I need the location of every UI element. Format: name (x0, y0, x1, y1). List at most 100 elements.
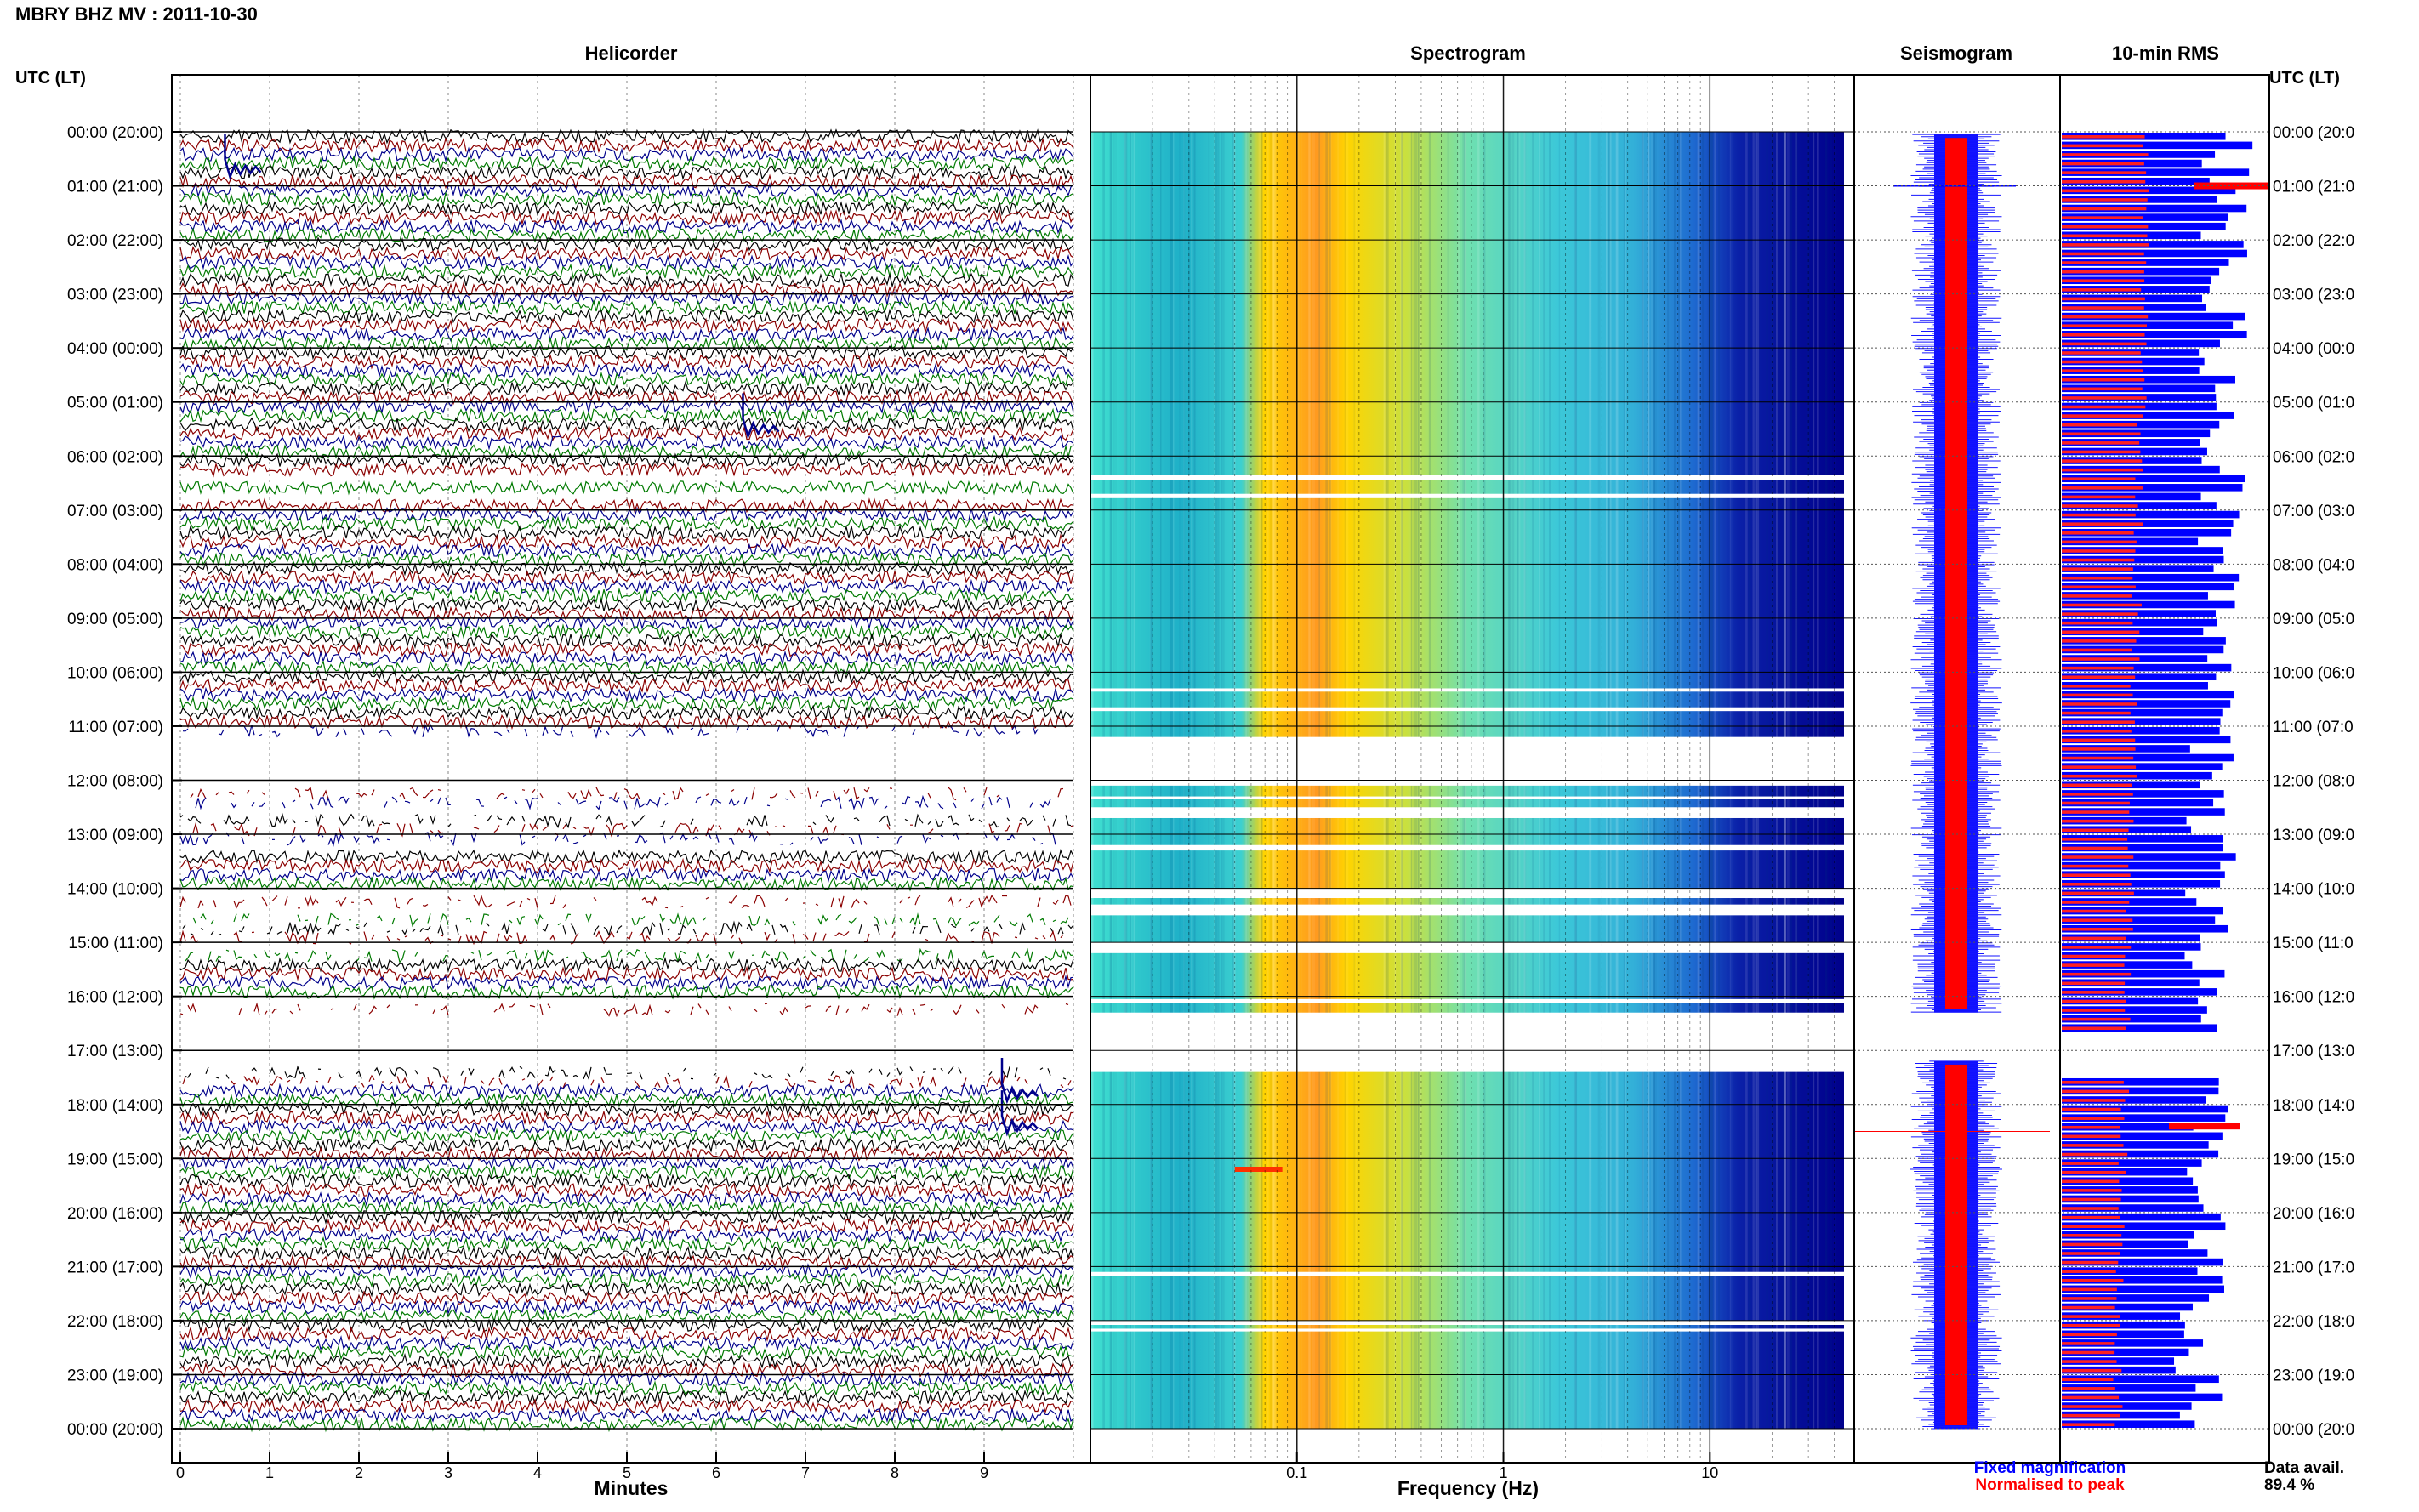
rms-bar-normalised (2062, 801, 2130, 805)
rms-bar-fixed (2062, 1249, 2208, 1257)
rms-bar-normalised (2062, 864, 2129, 868)
rms-bar-fixed (2062, 1393, 2223, 1401)
rms-bar-fixed (2062, 583, 2234, 591)
rms-bar-normalised (2062, 297, 2145, 301)
rms-bar-fixed (2062, 1303, 2193, 1311)
rms-peak-marker (2169, 1123, 2240, 1130)
helicorder-event-spike (224, 134, 262, 180)
rms-bar-normalised (2062, 567, 2133, 571)
rms-bar-fixed (2062, 412, 2234, 419)
rms-bar-fixed (2062, 168, 2250, 176)
rms-bar-normalised (2062, 396, 2147, 400)
minute-tick-label: 2 (355, 1464, 363, 1481)
rms-bar-fixed (2062, 1411, 2180, 1419)
time-tick-label-left: 04:00 (00:00) (67, 340, 163, 358)
minute-tick-label: 0 (176, 1464, 185, 1481)
rms-bar-normalised (2062, 1323, 2120, 1327)
rms-bar-fixed (2062, 213, 2228, 221)
rms-bar-normalised (2062, 1252, 2120, 1255)
rms-bar-normalised (2062, 901, 2130, 904)
rms-bar-fixed (2062, 610, 2216, 617)
rms-bar-fixed (2062, 330, 2247, 338)
rms-bar-normalised (2062, 333, 2145, 337)
rms-bar-fixed (2062, 961, 2193, 969)
rms-bar-normalised (2062, 468, 2143, 472)
rms-bar-fixed (2062, 1258, 2223, 1266)
rms-bar-fixed (2062, 835, 2223, 843)
spectrogram-gap (1090, 796, 1845, 799)
rms-bar-normalised (2062, 369, 2143, 372)
rms-bar-fixed (2062, 1096, 2207, 1104)
rms-bar-normalised (2062, 1315, 2120, 1318)
rms-bar-normalised (2062, 1333, 2117, 1337)
time-tick-label-left: 12:00 (08:00) (67, 773, 163, 791)
rms-bar-normalised (2062, 1305, 2115, 1310)
rms-bar-normalised (2062, 747, 2136, 751)
rms-bar-fixed (2062, 555, 2224, 564)
rms-title: 10-min RMS (2112, 43, 2219, 64)
spectrogram-gap (1090, 807, 1845, 818)
rms-bar-fixed (2062, 241, 2244, 248)
rms-bar-normalised (2062, 216, 2143, 219)
helicorder-trace-line (179, 1326, 1074, 1343)
time-tick-label-left: 15:00 (11:00) (68, 935, 163, 952)
rms-bar-normalised (2062, 612, 2138, 616)
rms-bar-normalised (2062, 198, 2148, 202)
rms-bar-fixed (2062, 312, 2245, 321)
time-tick-label-right: 00:00 (20:0 (2273, 1421, 2354, 1439)
spectrogram-gap (1090, 736, 1845, 786)
helicorder-trace-line (179, 480, 1074, 496)
helicorder-trace-line (179, 1136, 1074, 1153)
rms-bar-normalised (2062, 1368, 2122, 1373)
rms-bar-fixed (2062, 520, 2234, 527)
rms-bar-normalised (2062, 450, 2141, 454)
rms-bar-fixed (2062, 700, 2231, 708)
rms-bar-fixed (2062, 1077, 2219, 1086)
rms-bar-normalised (2062, 1270, 2116, 1273)
rms-bar-normalised (2062, 1297, 2117, 1300)
helicorder-trace-line (179, 623, 1074, 640)
rms-bar-normalised (2062, 324, 2147, 327)
rms-bar-normalised (2062, 549, 2136, 553)
rms-bar-fixed (2062, 1348, 2189, 1356)
time-tick-label-right: 18:00 (14:0 (2273, 1097, 2354, 1115)
spectrogram-gap (1090, 1012, 1845, 1072)
left-axis-title: UTC (LT) (15, 69, 86, 88)
rms-bar-fixed (2062, 1177, 2194, 1185)
rms-bar-fixed (2062, 916, 2216, 924)
rms-bar-normalised (2062, 1197, 2121, 1202)
rms-bar-normalised (2062, 522, 2143, 526)
rms-bar-normalised (2062, 207, 2147, 211)
rms-bar-normalised (2062, 972, 2132, 976)
rms-bar-fixed (2062, 502, 2217, 509)
rms-bar-fixed (2062, 1213, 2221, 1221)
helicorder-trace-line (185, 947, 1074, 963)
rms-bar-normalised (2062, 685, 2131, 688)
grid-lines (179, 75, 2269, 1463)
rms-bar-normalised (2062, 1009, 2126, 1012)
rms-bar-normalised (2062, 504, 2138, 508)
time-tick-label-left: 13:00 (09:00) (67, 827, 163, 844)
rms-bar-fixed (2062, 592, 2208, 600)
time-tick-label-left: 07:00 (03:00) (67, 503, 163, 520)
rms-bar-normalised (2062, 342, 2147, 346)
rms-bar-fixed (2062, 988, 2217, 996)
rms-bar-normalised (2062, 1350, 2115, 1355)
time-tick-label-left: 16:00 (12:00) (67, 989, 163, 1007)
rms-bar-normalised (2062, 1225, 2125, 1229)
rms-bar-fixed (2062, 645, 2224, 654)
helicorder-trace-line (179, 344, 1074, 361)
rms-bar-normalised (2062, 261, 2147, 264)
rms-bar-fixed (2062, 763, 2223, 770)
rms-bar-fixed (2062, 600, 2235, 609)
rms-bar-fixed (2062, 1384, 2196, 1392)
rms-bar-normalised (2062, 720, 2135, 724)
rms-bar-fixed (2062, 799, 2214, 807)
rms-bar-normalised (2062, 1278, 2124, 1282)
helicorder-trace-line (179, 1208, 1074, 1225)
rms-bar-normalised (2062, 306, 2144, 310)
time-tick-label-left: 02:00 (22:00) (67, 232, 163, 250)
rms-bar-normalised (2062, 414, 2143, 418)
rms-bar-normalised (2062, 531, 2134, 535)
rms-bar-normalised (2062, 963, 2125, 967)
